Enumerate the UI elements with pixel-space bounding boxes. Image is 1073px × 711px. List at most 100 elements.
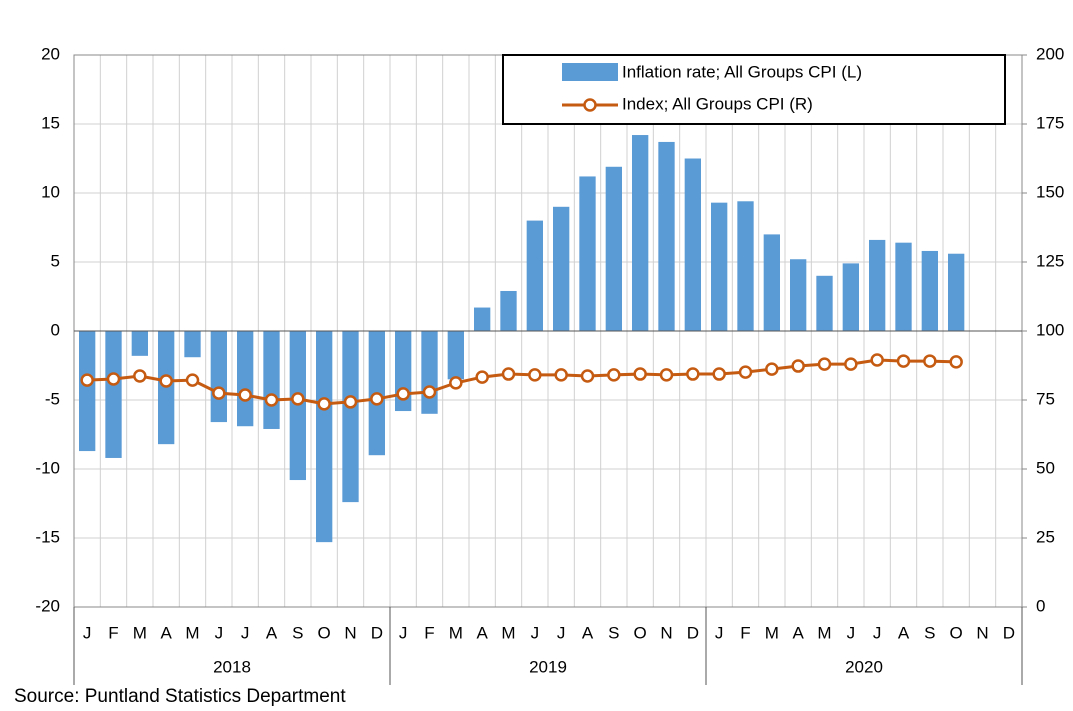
x-tick-label: A [266,623,278,642]
bar [579,176,596,331]
bar [948,253,965,331]
x-tick-label: J [83,623,92,642]
bar [737,201,754,331]
bar [474,307,491,331]
y2-tick-label: 175 [1036,113,1064,132]
bar [447,331,464,380]
y2-tick-label: 75 [1036,389,1055,408]
bar [421,331,438,414]
x-tick-label: A [582,623,594,642]
line-marker [212,386,226,400]
year-label: 2020 [845,657,883,676]
x-tick-label: S [292,623,303,642]
bar [895,242,912,331]
line-marker [133,369,147,383]
bar [605,166,622,331]
bar [210,331,227,423]
line-marker [765,362,779,376]
line-marker [317,397,331,411]
x-tick-label: M [185,623,199,642]
x-tick-label: N [976,623,988,642]
x-tick-label: O [950,623,963,642]
line-marker [291,392,305,406]
y-tick-label: 20 [41,44,60,63]
line-marker [791,359,805,373]
line-marker [554,368,568,382]
bar [921,250,938,331]
bar [632,135,649,331]
x-tick-label: J [241,623,250,642]
y-tick-label: 5 [51,251,60,270]
bar [526,220,543,331]
line-marker [686,367,700,381]
line-marker [106,372,121,386]
x-tick-label: N [660,623,672,642]
y2-tick-label: 125 [1036,251,1064,270]
line-marker [633,367,647,381]
x-tick-label: M [765,623,779,642]
x-tick-label: J [531,623,540,642]
line-marker [896,354,911,368]
y-tick-label: -10 [35,458,60,477]
y2-tick-label: 0 [1036,596,1045,615]
y2-tick-label: 200 [1036,44,1064,63]
line-marker [185,373,200,387]
line-marker [528,368,542,382]
x-tick-label: F [740,623,750,642]
y-tick-label: 10 [41,182,60,201]
x-tick-label: D [371,623,383,642]
bar [816,275,833,331]
legend-label: Inflation rate; All Groups CPI (L) [622,62,862,81]
bar [316,331,333,543]
line-marker [264,393,279,407]
x-tick-label: J [873,623,882,642]
y2-tick-label: 150 [1036,182,1064,201]
x-tick-label: A [792,623,804,642]
x-tick-label: F [108,623,118,642]
line-marker [659,368,674,382]
x-tick-label: A [160,623,172,642]
bar [869,239,886,331]
line-marker [501,367,516,381]
line-marker [159,374,173,388]
line-marker [396,387,410,401]
bar [790,259,807,331]
line-marker [844,357,858,371]
x-tick-label: A [898,623,910,642]
x-tick-label: M [501,623,515,642]
y2-tick-label: 100 [1036,320,1064,339]
x-tick-label: M [449,623,463,642]
y-tick-label: 0 [51,320,60,339]
bar [342,331,359,503]
x-tick-label: O [634,623,647,642]
x-tick-label: F [424,623,434,642]
year-label: 2018 [213,657,251,676]
x-tick-label: J [557,623,566,642]
x-tick-label: D [1003,623,1015,642]
x-tick-label: J [215,623,224,642]
x-tick-label: S [924,623,935,642]
bar [500,290,517,331]
line-marker [580,369,595,383]
y-tick-label: -5 [45,389,60,408]
bar [763,234,780,331]
y2-tick-label: 25 [1036,527,1055,546]
line [87,358,957,406]
x-tick-label: M [133,623,147,642]
line-marker [607,368,621,382]
bar [553,206,570,331]
line-marker [712,367,726,381]
line-marker [343,395,358,409]
line-marker [817,357,832,371]
bar [658,141,675,331]
line-marker [80,373,94,387]
x-tick-label: M [817,623,831,642]
x-tick-label: J [399,623,408,642]
year-label: 2019 [529,657,567,676]
y2-tick-label: 50 [1036,458,1055,477]
line-marker [449,376,463,390]
x-tick-label: J [715,623,724,642]
legend-swatch-marker [583,98,597,112]
line-marker [475,370,489,384]
